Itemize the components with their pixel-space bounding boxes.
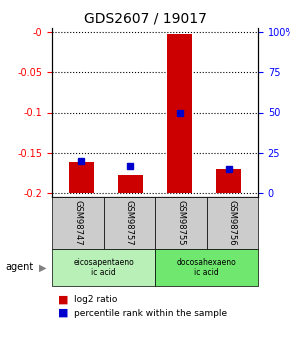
Bar — [216, 169, 241, 193]
Text: GSM98747: GSM98747 — [73, 200, 82, 246]
Bar — [167, 33, 192, 193]
Text: docosahexaeno
ic acid: docosahexaeno ic acid — [177, 258, 236, 277]
Text: agent: agent — [6, 263, 34, 273]
Text: log2 ratio: log2 ratio — [74, 296, 117, 305]
Text: percentile rank within the sample: percentile rank within the sample — [74, 308, 227, 317]
Text: ▶: ▶ — [39, 263, 47, 273]
Text: GSM98755: GSM98755 — [176, 200, 185, 246]
Bar — [118, 175, 143, 193]
Text: GSM98757: GSM98757 — [125, 200, 134, 246]
Text: GDS2607 / 19017: GDS2607 / 19017 — [84, 11, 206, 25]
Text: eicosapentaeno
ic acid: eicosapentaeno ic acid — [73, 258, 134, 277]
Text: GSM98756: GSM98756 — [228, 200, 237, 246]
Text: ■: ■ — [58, 295, 68, 305]
Bar — [69, 162, 94, 193]
Text: ■: ■ — [58, 308, 68, 318]
